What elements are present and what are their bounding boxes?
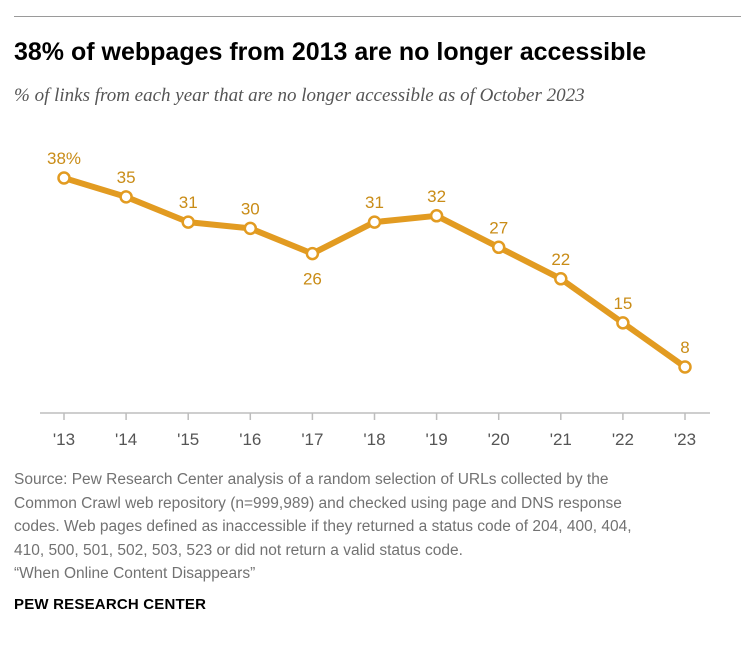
data-point [57,171,71,185]
x-axis-tick-label: '13 [53,430,75,449]
data-point [305,246,320,261]
x-axis-tick-label: '23 [674,430,696,449]
source-line: codes. Web pages defined as inaccessible… [14,518,632,535]
x-axis-ticks [63,413,686,420]
data-labels: 38% 35 31 30 26 31 32 27 22 15 8 [47,149,690,357]
data-point [429,209,444,223]
x-axis-tick-label: '18 [363,430,385,449]
chart-title: 38% of webpages from 2013 are no longer … [14,38,647,66]
source-line: Common Crawl web repository (n=999,989) … [14,494,622,512]
source-line: 410, 500, 501, 502, 503, 523 or did not … [14,541,463,559]
x-axis-tick-labels: '13 '14 '15 '16 '17 '18 '19 '20 '21 '22 '23 [53,430,696,449]
x-axis-tick-label: '17 [301,430,323,449]
x-axis: '13 '14 '15 '16 '17 '18 '19 '20 '21 '22 '23 [40,412,710,449]
data-point [181,215,195,229]
series-group: 38% 35 31 30 26 31 32 27 22 15 8 [47,149,692,374]
data-label: 35 [117,168,136,187]
data-point [554,272,568,286]
data-point [243,221,258,236]
x-axis-tick-label: '14 [115,430,137,449]
data-label: 8 [680,338,689,357]
data-label: 22 [551,250,570,269]
source-note: Source: Pew Research Center analysis of … [14,468,739,586]
x-axis-tick-label: '16 [239,430,261,449]
data-point [367,215,382,229]
x-axis-tick-label: '15 [177,430,199,449]
line-chart: '13'14'15'16'17'18'19'20'21'22'23 38%353… [40,149,710,449]
data-label: 26 [303,270,322,289]
data-label: 31 [365,193,384,212]
data-point [491,240,506,255]
data-point [119,190,133,204]
data-points [57,171,692,374]
data-label: 38% [47,149,81,168]
data-label: 30 [241,199,260,218]
organization-name: PEW RESEARCH CENTER [14,596,207,613]
source-report-title: “When Online Content Disappears” [14,565,256,582]
chart-subtitle: % of links from each year that are no lo… [14,85,585,106]
source-line: Source: Pew Research Center analysis of … [14,471,609,488]
x-axis-tick-label: '20 [488,430,510,449]
data-label: 31 [179,193,198,212]
data-point [616,316,630,330]
x-axis-tick-label: '19 [426,430,448,449]
data-label: 32 [427,187,446,206]
x-axis-tick-label: '21 [550,430,572,449]
top-rule [14,16,741,17]
x-axis-tick-label: '22 [612,430,634,449]
data-label: 15 [613,294,632,313]
data-label: 27 [489,218,508,237]
data-point [678,360,692,374]
